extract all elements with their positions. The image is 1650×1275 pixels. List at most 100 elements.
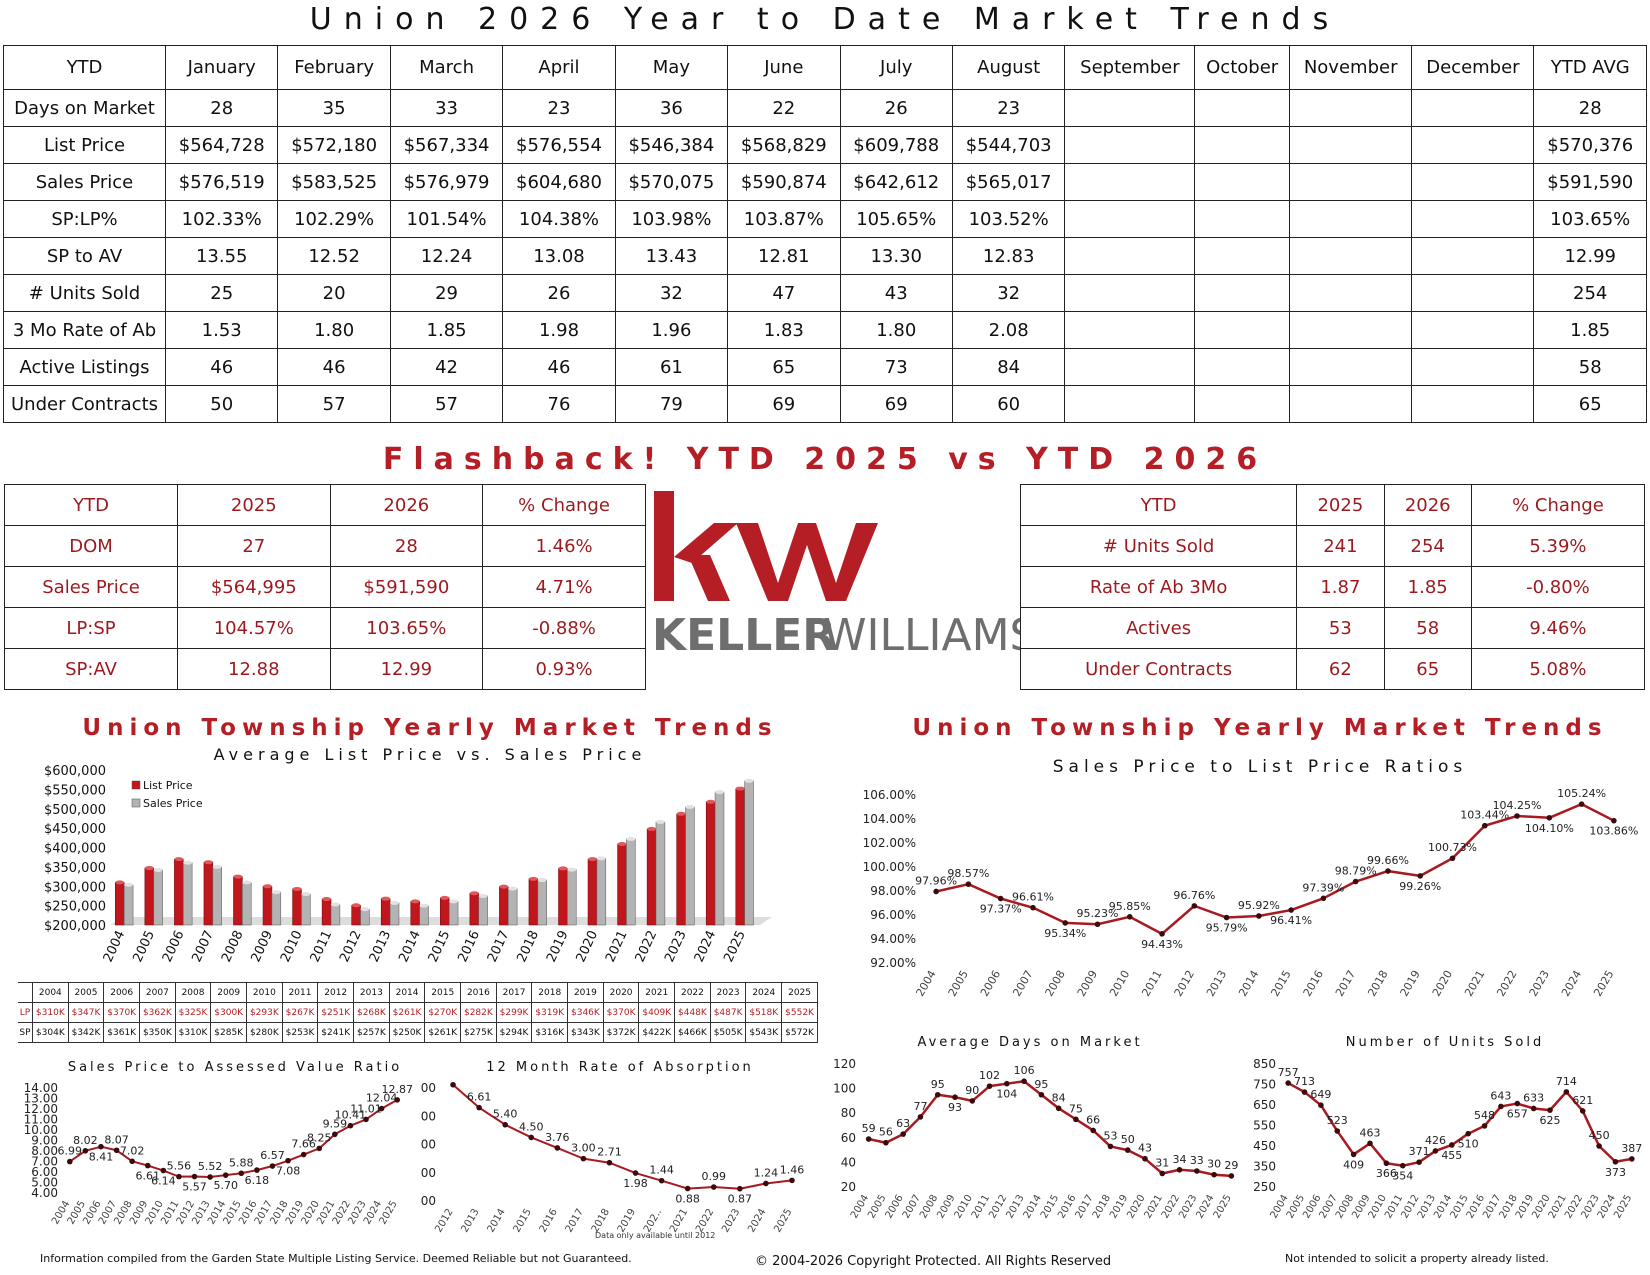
bar-top (449, 899, 459, 904)
table-cell: 103.87% (727, 200, 841, 238)
x-tick-label: 2015 (512, 1207, 534, 1235)
data-label: 33 (1190, 1154, 1204, 1167)
data-label: 455 (1441, 1149, 1462, 1162)
header-row: YTD January February March April May June July A… (3, 45, 1647, 90)
x-tick-label: 2012 (337, 928, 365, 964)
table-cell: $293K (246, 1002, 283, 1023)
table-cell: 2012 (317, 982, 355, 1003)
data-point (476, 1104, 482, 1111)
data-point (347, 1122, 354, 1129)
y-tick-label: 120 (833, 1057, 856, 1071)
bar (596, 858, 607, 926)
table-cell: 2015 (424, 982, 462, 1003)
table-cell: $270K (424, 1002, 462, 1023)
table-cell: 20 (277, 274, 391, 312)
bar-top (588, 857, 597, 862)
data-point (1449, 855, 1456, 862)
x-tick-label: 2019 (1398, 968, 1423, 999)
table-cell: $590,874 (727, 163, 841, 201)
table-cell: 254 (1383, 525, 1472, 567)
table-cell: 2.08 (951, 311, 1066, 349)
x-tick-label: 2009 (249, 928, 277, 964)
table-cell (1288, 126, 1413, 164)
data-label: 8.07 (104, 1133, 129, 1146)
legend-swatch (131, 780, 141, 790)
bar-top (390, 900, 399, 905)
table-cell: 0.93% (482, 648, 646, 690)
x-tick-label: 2006 (978, 968, 1003, 999)
data-label: 371 (1409, 1145, 1430, 1158)
data-point (1432, 1148, 1439, 1154)
data-point (113, 1147, 120, 1154)
row-label: # Units Sold (1019, 525, 1298, 567)
data-point (1288, 907, 1294, 913)
column-header: 2026 (329, 484, 484, 526)
data-point (1062, 920, 1069, 926)
absorption-note: Data only available until 2012 (595, 1231, 715, 1240)
bar-top (153, 867, 163, 872)
table-cell (1064, 126, 1196, 164)
data-point (98, 1143, 104, 1150)
data-point (1612, 1158, 1619, 1165)
x-tick-label: 2023 (662, 928, 690, 964)
data-label: 90 (965, 1084, 979, 1097)
y-tick-label: 9.00 (31, 1134, 58, 1148)
data-point (238, 1170, 245, 1177)
bar (174, 858, 184, 926)
table-cell: 2007 (139, 982, 176, 1003)
data-point (1256, 913, 1262, 919)
data-label: 6.14 (151, 1175, 176, 1188)
data-point (883, 1139, 889, 1146)
legend-swatch (131, 798, 141, 808)
page-title: Union 2026 Year to Date Market Trends (309, 2, 1341, 37)
data-label: 56 (879, 1126, 893, 1139)
data-label: 59 (862, 1122, 876, 1135)
x-tick-label: 2023 (1527, 968, 1552, 999)
bar-top (301, 892, 311, 896)
bar (321, 898, 332, 926)
y-tick-label: 11.00 (24, 1113, 58, 1127)
table-cell: 9.46% (1470, 607, 1646, 649)
bar-top (744, 778, 754, 783)
compare-table-right: YTD 2025 2026% Change # Units Sold 241 254 5.3… (1019, 484, 1646, 690)
data-point (300, 1151, 307, 1158)
table-cell: 47 (727, 274, 841, 312)
data-point (952, 1094, 958, 1101)
data-point (986, 1083, 993, 1089)
table-row: SP $304K $342K $361K $350K $310K $285K $280K $25… (18, 1022, 818, 1043)
x-tick-label: 2017 (1333, 968, 1358, 999)
kw-mark (654, 491, 878, 601)
x-tick-label: 2008 (219, 928, 247, 964)
data-label: 1.98 (623, 1177, 648, 1190)
bar (419, 905, 429, 926)
bar (507, 888, 518, 926)
x-tick-label: 2004 (913, 968, 938, 999)
data-point (1481, 822, 1488, 829)
table-cell: $310K (32, 1002, 69, 1023)
bar-top (440, 895, 450, 900)
y-tick-label: 6.00 (420, 1109, 436, 1123)
data-point (1090, 1127, 1096, 1134)
table-row: Under Contracts 50 57 57 76 79 69 69 60 65 (3, 385, 1647, 423)
y-tick-label: $600,000 (44, 764, 106, 779)
table-cell: 76 (502, 385, 616, 423)
x-tick-label: 2011 (308, 928, 336, 964)
data-point (1021, 1078, 1027, 1085)
yearly-trends-title-right: Union Township Yearly Market Trends (912, 715, 1608, 741)
table-cell: 104.57% (177, 607, 331, 649)
y-tick-label: $500,000 (44, 803, 106, 818)
data-point (658, 1177, 665, 1184)
data-label: 625 (1540, 1114, 1561, 1127)
x-tick-label: 2019 (544, 928, 572, 964)
x-tick-label: 2007 (1010, 968, 1035, 999)
data-point (1383, 1160, 1390, 1167)
y-tick-label: 60 (841, 1131, 856, 1145)
table-cell (1064, 200, 1196, 238)
bar-top (558, 866, 568, 871)
data-point (1399, 1162, 1406, 1169)
table-cell: 61 (614, 348, 729, 386)
data-label: 8.02 (73, 1134, 98, 1147)
bar (655, 821, 666, 926)
data-point (763, 1180, 769, 1187)
x-tick-label: 2022 (633, 928, 661, 964)
